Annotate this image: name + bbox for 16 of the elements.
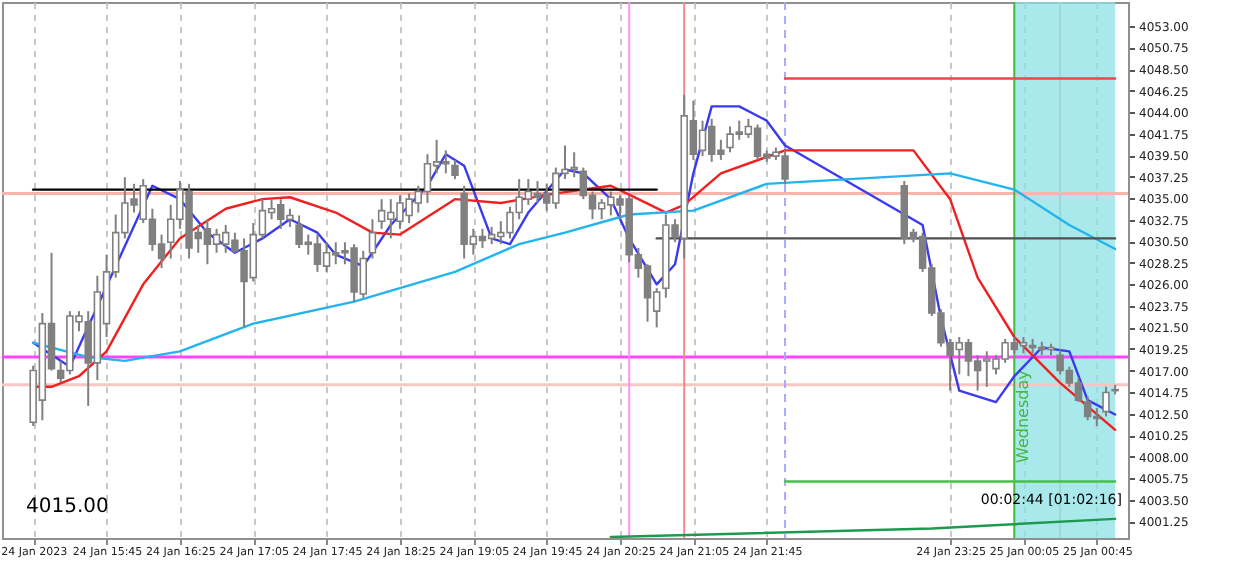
- candlestick: [423, 153, 432, 204]
- candlestick: [753, 123, 762, 161]
- ref-line-label: Wednesday: [1014, 369, 1033, 463]
- candlestick: [533, 179, 542, 204]
- candlestick: [1074, 377, 1083, 404]
- candlestick: [964, 337, 973, 378]
- candlestick: [322, 241, 331, 273]
- annotation: 4015.00: [26, 496, 109, 518]
- candlestick: [451, 158, 459, 181]
- candlestick: [212, 227, 221, 254]
- candlestick: [368, 218, 377, 260]
- candlestick: [698, 119, 707, 158]
- candlestick: [313, 233, 322, 273]
- candlestick: [478, 227, 487, 249]
- candlestick: [1102, 385, 1110, 418]
- line-series: [31, 172, 1117, 363]
